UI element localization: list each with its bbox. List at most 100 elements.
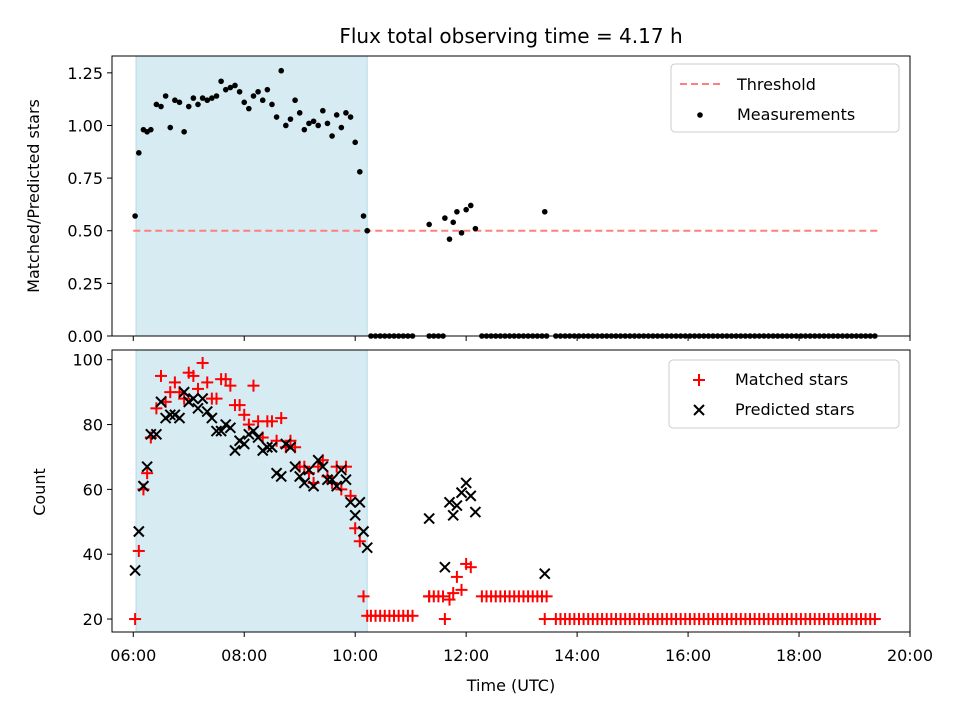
top-legend-frame xyxy=(670,63,900,133)
measurement-point xyxy=(213,93,220,99)
measurement-point xyxy=(185,103,192,110)
matched-star-marker xyxy=(437,590,450,603)
measurement-point xyxy=(296,110,303,116)
measurement-point xyxy=(259,97,266,104)
matched-star-marker xyxy=(540,590,553,603)
predicted-star-marker xyxy=(349,509,361,522)
measurement-point xyxy=(250,93,257,99)
matched-star-marker xyxy=(344,489,357,502)
predicted-star-marker xyxy=(215,425,227,437)
measurement-point xyxy=(162,93,169,99)
bottom-panel: 20 40 60 80 100 06:00 08:00 10:00 12:00 14:00 16:… xyxy=(30,349,933,695)
y-tick-label: 0.00 xyxy=(67,327,103,346)
predicted-star-marker xyxy=(335,464,348,476)
measurement-point xyxy=(195,101,201,108)
measurement-point xyxy=(357,168,363,175)
predicted-star-marker xyxy=(455,486,468,499)
predicted-star-marker xyxy=(141,460,153,473)
measurement-point xyxy=(333,112,340,118)
x-tick-label: 06:00 xyxy=(110,646,156,665)
measurement-point xyxy=(204,97,211,104)
predicted-star-marker xyxy=(196,392,209,405)
measurement-point xyxy=(278,67,285,74)
predicted-star-marker xyxy=(303,464,315,476)
matched-star-marker xyxy=(168,376,181,389)
predicted-star-marker xyxy=(238,438,250,450)
predicted-star-marker xyxy=(137,480,150,492)
matched-star-marker xyxy=(201,376,214,389)
predicted-star-marker xyxy=(275,470,287,483)
measurement-point xyxy=(269,101,275,108)
predicted-star-marker xyxy=(451,499,463,512)
predicted-star-marker xyxy=(266,441,278,453)
measurement-point xyxy=(283,122,289,129)
predicted-star-marker xyxy=(210,425,223,437)
y-tick-label: 0.50 xyxy=(67,222,103,241)
predicted-star-marker xyxy=(298,477,311,489)
measurement-point xyxy=(458,230,465,236)
matched-star-marker xyxy=(155,369,168,382)
measurement-point xyxy=(148,126,154,133)
predicted-star-marker xyxy=(340,473,352,486)
predicted-star-marker xyxy=(447,509,459,522)
measurement-point xyxy=(181,128,187,135)
x-tick-label: 12:00 xyxy=(443,646,489,665)
legend-matched-swatch xyxy=(693,374,705,386)
predicted-star-marker xyxy=(354,496,366,509)
bottom-legend-frame xyxy=(668,359,900,429)
matched-star-marker xyxy=(868,613,881,626)
measurement-point xyxy=(158,103,164,110)
y-tick-label: 80 xyxy=(83,416,103,435)
matched-star-marker xyxy=(265,415,278,428)
measurement-point xyxy=(426,221,432,228)
x-tick-label: 10:00 xyxy=(332,646,378,665)
bottom-marks xyxy=(129,356,881,626)
measurement-point xyxy=(199,95,206,101)
measurement-point xyxy=(352,139,358,146)
matched-star-marker xyxy=(270,434,283,447)
top-plot-frame xyxy=(111,55,911,337)
matched-star-marker xyxy=(357,590,370,603)
predicted-star-marker xyxy=(155,396,167,408)
matched-star-marker xyxy=(242,418,255,431)
top-panel: 0.00 0.25 0.50 0.75 1.00 1.25 Flux total obse… xyxy=(24,24,911,346)
measurement-point xyxy=(347,114,354,120)
y-tick-label: 1.25 xyxy=(67,64,103,83)
measurement-point xyxy=(167,124,174,131)
measurement-point xyxy=(292,97,298,104)
measurement-point xyxy=(446,236,453,242)
predicted-star-marker xyxy=(192,402,204,415)
x-tick-label: 18:00 xyxy=(776,646,822,665)
legend-measurements-swatch xyxy=(697,112,703,118)
predicted-star-marker xyxy=(361,542,373,554)
x-tick-label: 16:00 xyxy=(665,646,711,665)
matched-star-marker xyxy=(233,399,246,412)
predicted-star-marker xyxy=(307,480,320,492)
predicted-star-marker xyxy=(187,392,200,405)
predicted-star-marker xyxy=(294,470,306,483)
predicted-star-marker xyxy=(173,412,186,424)
measurement-point xyxy=(222,86,229,93)
measurement-point xyxy=(360,213,367,219)
matched-star-marker xyxy=(464,561,477,574)
bottom-legend: Matched stars Predicted stars xyxy=(668,359,900,429)
predicted-star-marker xyxy=(317,460,329,473)
measurement-point xyxy=(343,110,349,116)
legend-measurements-label: Measurements xyxy=(737,105,855,124)
measurement-point xyxy=(255,88,261,95)
predicted-star-marker xyxy=(443,496,456,509)
measurement-point xyxy=(306,120,312,127)
y-tick-label: 100 xyxy=(72,351,103,370)
measurement-point xyxy=(241,99,248,106)
legend-predicted-label: Predicted stars xyxy=(735,400,855,419)
matched-star-marker xyxy=(443,593,456,606)
measurement-point xyxy=(136,150,142,156)
top-legend: Threshold Measurements xyxy=(670,63,900,133)
measurement-point xyxy=(450,219,457,226)
measurement-point xyxy=(324,120,331,127)
predicted-star-marker xyxy=(357,525,370,538)
measurement-point xyxy=(442,215,448,221)
y-tick-label: 60 xyxy=(83,480,103,499)
matched-star-marker xyxy=(129,613,142,626)
predicted-star-marker xyxy=(164,409,176,421)
